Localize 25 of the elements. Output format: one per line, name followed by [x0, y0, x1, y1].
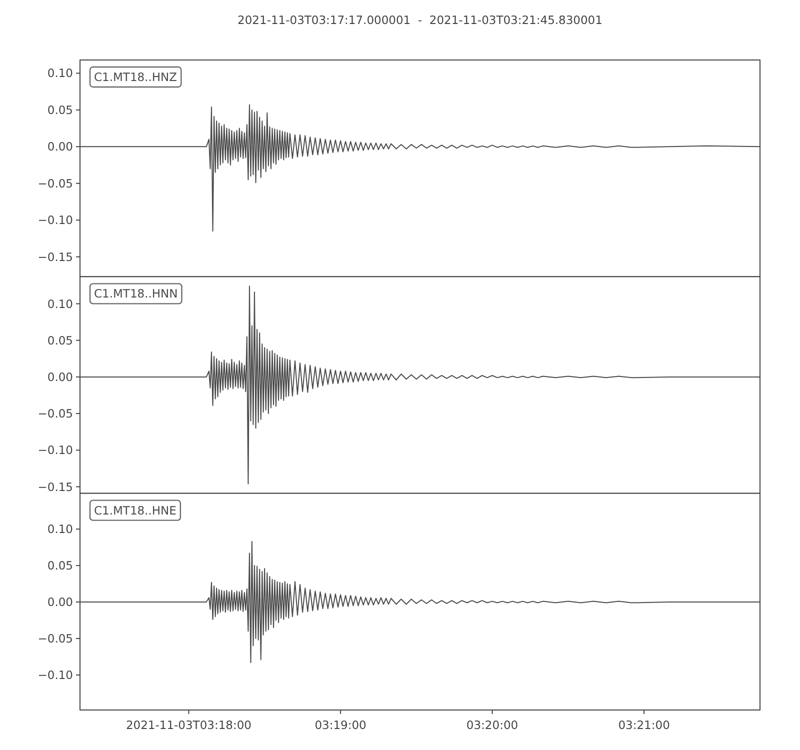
y-tick-label: −0.05 — [38, 632, 73, 646]
x-tick-label: 2021-11-03T03:18:00 — [126, 718, 252, 732]
y-tick-label: −0.15 — [38, 250, 73, 264]
y-tick-label: −0.10 — [38, 443, 73, 458]
y-tick-label: −0.10 — [38, 213, 73, 228]
y-tick-label: −0.10 — [38, 668, 73, 682]
y-tick-label: −0.15 — [38, 480, 73, 494]
x-tick-label: 03:20:00 — [466, 718, 518, 732]
y-tick-label: −0.05 — [38, 176, 73, 190]
y-tick-label: −0.05 — [38, 406, 73, 421]
y-tick-label: 0.10 — [47, 66, 73, 80]
x-tick-label: 03:19:00 — [314, 718, 366, 732]
y-tick-label: 0.05 — [47, 102, 73, 117]
text: C1.MT18..HNE — [94, 503, 176, 518]
y-tick-label: 0.05 — [47, 333, 73, 348]
y-tick-label: 0.00 — [47, 595, 73, 610]
chart-title: 2021-11-03T03:17:17.000001 - 2021-11-03T03:21:45.830001 — [238, 13, 602, 27]
x-tick-label: 03:21:00 — [618, 718, 670, 732]
y-tick-label: 0.05 — [47, 558, 73, 573]
text: C1.MT18..HNZ — [94, 70, 178, 84]
text: C1.MT18..HNN — [94, 286, 178, 301]
y-tick-label: 0.00 — [47, 140, 73, 154]
y-tick-label: 0.10 — [47, 296, 73, 311]
y-tick-label: 0.00 — [47, 370, 73, 384]
y-tick-label: 0.10 — [47, 522, 73, 536]
